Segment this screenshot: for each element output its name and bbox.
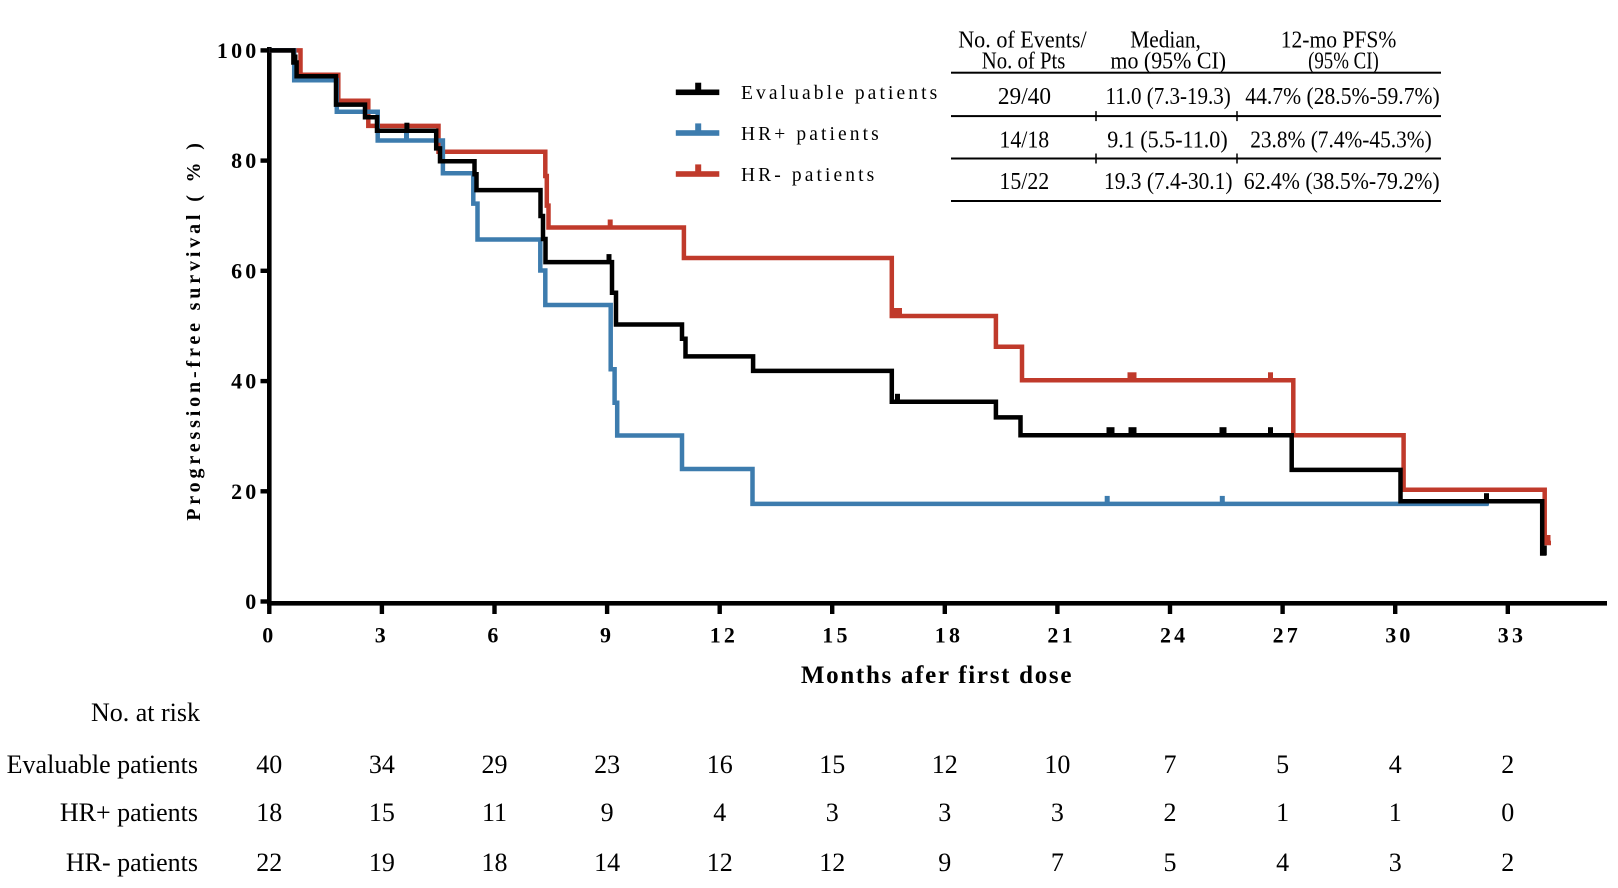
svg-text:33: 33 (1498, 623, 1526, 648)
svg-text:15: 15 (822, 623, 850, 648)
svg-text:HR- patients: HR- patients (66, 848, 198, 877)
svg-text:12: 12 (932, 750, 958, 779)
svg-text:4: 4 (713, 798, 726, 827)
svg-text:19: 19 (369, 848, 395, 877)
svg-text:20: 20 (231, 479, 259, 504)
svg-text:Evaluable patients: Evaluable patients (741, 83, 940, 104)
svg-text:0: 0 (262, 623, 276, 648)
svg-text:1: 1 (1276, 798, 1289, 827)
svg-text:3: 3 (826, 798, 839, 827)
svg-text:Median,: Median, (1130, 28, 1201, 54)
svg-text:4: 4 (1276, 848, 1289, 877)
svg-text:7: 7 (1051, 848, 1064, 877)
svg-text:9: 9 (938, 848, 951, 877)
svg-text:80: 80 (231, 148, 259, 173)
svg-text:Progression-free survival ( %: Progression-free survival ( % ) (183, 139, 205, 521)
svg-text:21: 21 (1047, 623, 1075, 648)
svg-text:4: 4 (1389, 750, 1402, 779)
svg-text:62.4% (38.5%-79.2%): 62.4% (38.5%-79.2%) (1244, 169, 1440, 195)
svg-text:3: 3 (375, 623, 389, 648)
svg-text:Months afer first dose: Months afer first dose (801, 662, 1073, 689)
svg-text:15: 15 (369, 798, 395, 827)
svg-text:29/40: 29/40 (998, 84, 1051, 110)
svg-text:No. of Pts: No. of Pts (982, 49, 1066, 75)
svg-text:18: 18 (935, 623, 963, 648)
svg-text:No. of Events/: No. of Events/ (958, 28, 1087, 54)
svg-text:No. at risk: No. at risk (91, 698, 200, 727)
svg-text:14/18: 14/18 (999, 128, 1049, 154)
svg-text:3: 3 (1389, 848, 1402, 877)
svg-text:15: 15 (819, 750, 845, 779)
svg-text:5: 5 (1276, 750, 1289, 779)
svg-text:11: 11 (482, 798, 507, 827)
svg-text:mo (95% CI): mo (95% CI) (1110, 49, 1226, 75)
svg-text:2: 2 (1164, 798, 1177, 827)
svg-text:24: 24 (1160, 623, 1188, 648)
svg-text:18: 18 (256, 798, 282, 827)
svg-text:23.8% (7.4%-45.3%): 23.8% (7.4%-45.3%) (1250, 128, 1432, 154)
svg-text:0: 0 (1501, 798, 1514, 827)
svg-text:1: 1 (1389, 798, 1402, 827)
svg-text:14: 14 (594, 848, 620, 877)
svg-text:HR- patients: HR- patients (741, 165, 877, 186)
svg-text:Evaluable patients: Evaluable patients (7, 750, 198, 779)
svg-text:44.7% (28.5%-59.7%): 44.7% (28.5%-59.7%) (1245, 84, 1439, 110)
svg-text:19.3 (7.4-30.1): 19.3 (7.4-30.1) (1104, 169, 1233, 195)
svg-text:3: 3 (1051, 798, 1064, 827)
svg-text:(95% CI): (95% CI) (1308, 49, 1379, 75)
svg-text:HR+ patients: HR+ patients (60, 798, 198, 827)
svg-text:27: 27 (1273, 623, 1301, 648)
svg-text:HR+ patients: HR+ patients (741, 124, 882, 145)
svg-text:5: 5 (1164, 848, 1177, 877)
svg-text:40: 40 (231, 369, 259, 394)
svg-text:9.1 (5.5-11.0): 9.1 (5.5-11.0) (1107, 128, 1228, 154)
svg-text:0: 0 (245, 589, 259, 614)
svg-text:12: 12 (819, 848, 845, 877)
svg-text:23: 23 (594, 750, 620, 779)
svg-text:12-mo PFS%: 12-mo PFS% (1281, 28, 1397, 54)
svg-text:10: 10 (1044, 750, 1070, 779)
svg-text:6: 6 (487, 623, 501, 648)
svg-text:15/22: 15/22 (999, 169, 1049, 195)
svg-text:16: 16 (707, 750, 733, 779)
svg-text:12: 12 (710, 623, 738, 648)
svg-text:2: 2 (1501, 848, 1514, 877)
svg-text:3: 3 (938, 798, 951, 827)
svg-text:34: 34 (369, 750, 395, 779)
svg-text:60: 60 (231, 258, 259, 283)
svg-text:9: 9 (600, 623, 614, 648)
svg-text:18: 18 (482, 848, 508, 877)
svg-text:7: 7 (1164, 750, 1177, 779)
svg-text:9: 9 (601, 798, 614, 827)
svg-text:12: 12 (707, 848, 733, 877)
svg-text:100: 100 (217, 38, 260, 63)
svg-text:2: 2 (1501, 750, 1514, 779)
svg-text:11.0 (7.3-19.3): 11.0 (7.3-19.3) (1106, 84, 1231, 110)
svg-text:22: 22 (256, 848, 282, 877)
svg-text:40: 40 (256, 750, 282, 779)
svg-text:30: 30 (1385, 623, 1413, 648)
svg-text:29: 29 (482, 750, 508, 779)
